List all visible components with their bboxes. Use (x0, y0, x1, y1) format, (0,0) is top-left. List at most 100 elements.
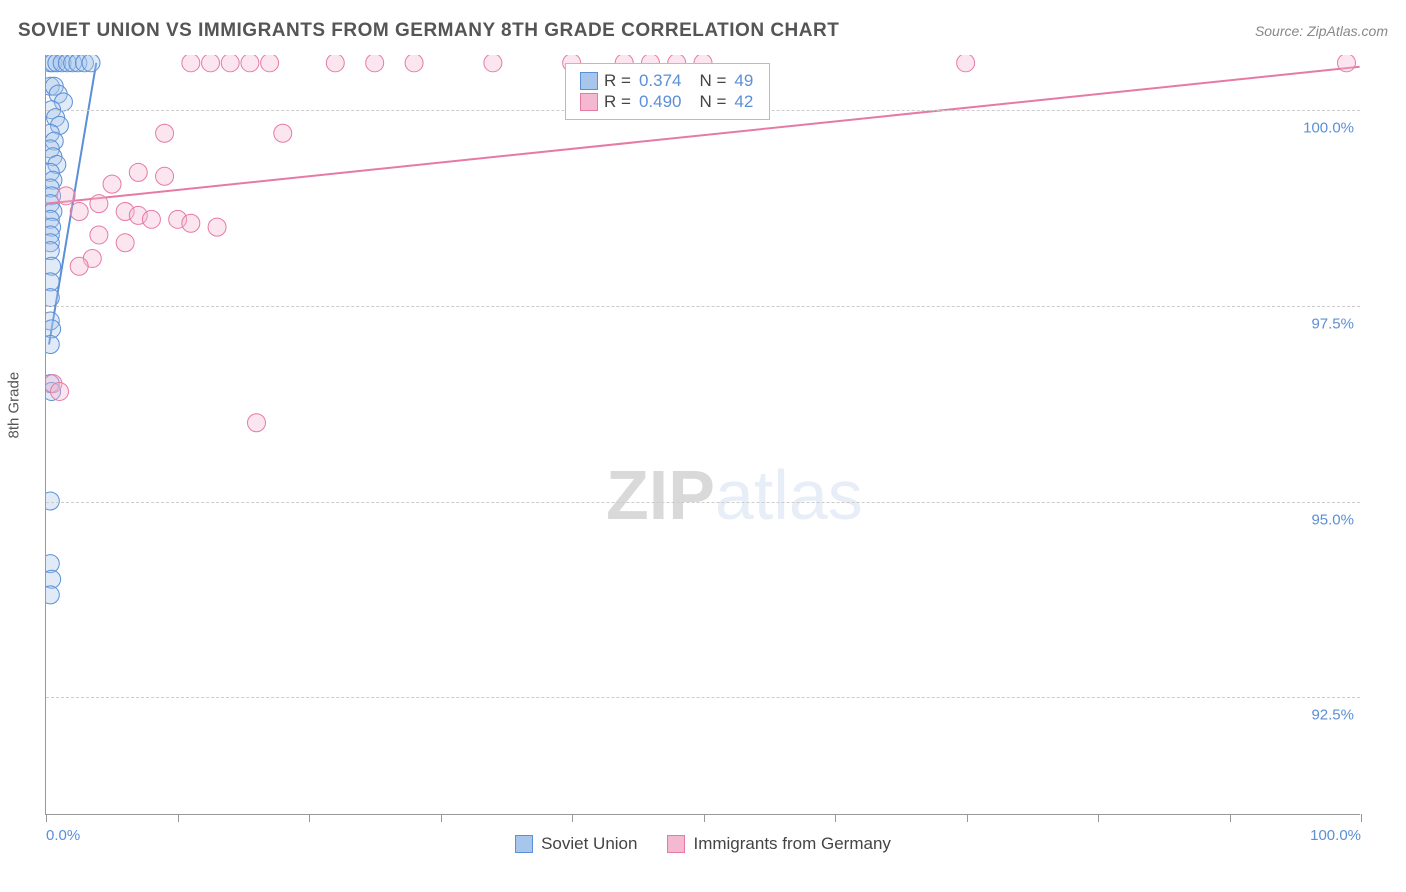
gridline-h (46, 697, 1360, 698)
data-point (46, 570, 61, 588)
data-point (69, 55, 87, 72)
data-point (46, 289, 59, 307)
data-point (208, 218, 226, 236)
watermark: ZIPatlas (606, 455, 863, 535)
y-axis-label: 8th Grade (6, 372, 23, 439)
legend-swatch (580, 93, 598, 111)
data-point (46, 336, 59, 354)
series-legend-item: Soviet Union (515, 834, 637, 854)
chart-svg (46, 55, 1360, 814)
watermark-suffix: atlas (715, 456, 863, 534)
data-point (366, 55, 384, 72)
data-point (46, 382, 61, 400)
data-point (46, 257, 61, 275)
data-point (116, 234, 134, 252)
data-point (957, 55, 975, 72)
data-point (484, 55, 502, 72)
data-point (274, 124, 292, 142)
data-point (70, 257, 88, 275)
data-point (46, 179, 59, 197)
data-point (405, 55, 423, 72)
data-point (46, 210, 59, 228)
data-point (116, 203, 134, 221)
chart-title: SOVIET UNION VS IMMIGRANTS FROM GERMANY … (18, 20, 839, 42)
legend-row: R =0.374N =49 (580, 71, 755, 91)
trend-line (49, 63, 96, 345)
legend-r-value: 0.490 (639, 92, 682, 112)
data-point (142, 210, 160, 228)
data-point (46, 242, 59, 260)
data-point (129, 206, 147, 224)
x-tick (1098, 814, 1099, 822)
data-point (53, 55, 71, 72)
data-point (46, 320, 61, 338)
gridline-h (46, 502, 1360, 503)
data-point (82, 55, 100, 72)
data-point (261, 55, 279, 72)
chart-header: SOVIET UNION VS IMMIGRANTS FROM GERMANY … (18, 20, 1388, 42)
data-point (46, 375, 59, 393)
x-tick (178, 814, 179, 822)
legend-r-value: 0.374 (639, 71, 682, 91)
x-tick (704, 814, 705, 822)
x-tick (46, 814, 47, 822)
legend-swatch (515, 835, 533, 853)
data-point (169, 210, 187, 228)
stats-legend: R =0.374N =49R =0.490N =42 (565, 63, 770, 120)
data-point (129, 163, 147, 181)
data-point (46, 375, 62, 393)
y-tick-label: 100.0% (1303, 119, 1354, 136)
y-tick-label: 97.5% (1311, 315, 1354, 332)
y-tick-label: 92.5% (1311, 707, 1354, 724)
plot-area: ZIPatlas 92.5%95.0%97.5%100.0%0.0%100.0% (45, 55, 1360, 815)
data-point (46, 555, 59, 573)
legend-row: R =0.490N =42 (580, 92, 755, 112)
data-point (46, 163, 59, 181)
y-tick-label: 95.0% (1311, 511, 1354, 528)
data-point (248, 414, 266, 432)
data-point (103, 175, 121, 193)
data-point (48, 156, 66, 174)
data-point (46, 312, 59, 330)
data-point (156, 167, 174, 185)
data-point (58, 55, 76, 72)
data-point (46, 140, 59, 158)
data-point (46, 132, 63, 150)
x-tick (835, 814, 836, 822)
data-point (51, 382, 69, 400)
source-attribution: Source: ZipAtlas.com (1255, 23, 1388, 39)
data-point (90, 226, 108, 244)
data-point (46, 55, 62, 72)
data-point (46, 586, 59, 604)
data-point (57, 187, 75, 205)
watermark-prefix: ZIP (606, 456, 715, 534)
data-point (51, 116, 69, 134)
series-legend: Soviet Union Immigrants from Germany (0, 834, 1406, 854)
data-point (46, 187, 61, 205)
x-tick (967, 814, 968, 822)
data-point (156, 124, 174, 142)
data-point (83, 249, 101, 267)
data-point (46, 77, 59, 95)
x-tick (1361, 814, 1362, 822)
legend-n-value: 49 (734, 71, 753, 91)
legend-r-label: R = (604, 71, 631, 91)
legend-n-label: N = (699, 92, 726, 112)
legend-swatch (667, 835, 685, 853)
data-point (46, 273, 59, 291)
data-point (90, 195, 108, 213)
legend-n-value: 42 (734, 92, 753, 112)
data-point (221, 55, 239, 72)
series-legend-label: Soviet Union (541, 834, 637, 854)
data-point (54, 93, 72, 111)
data-point (46, 171, 62, 189)
data-point (46, 195, 59, 213)
data-point (182, 55, 200, 72)
data-point (48, 55, 66, 72)
legend-swatch (580, 72, 598, 90)
data-point (46, 234, 59, 252)
data-point (241, 55, 259, 72)
data-point (46, 124, 59, 142)
series-legend-label: Immigrants from Germany (693, 834, 890, 854)
data-point (64, 55, 82, 72)
